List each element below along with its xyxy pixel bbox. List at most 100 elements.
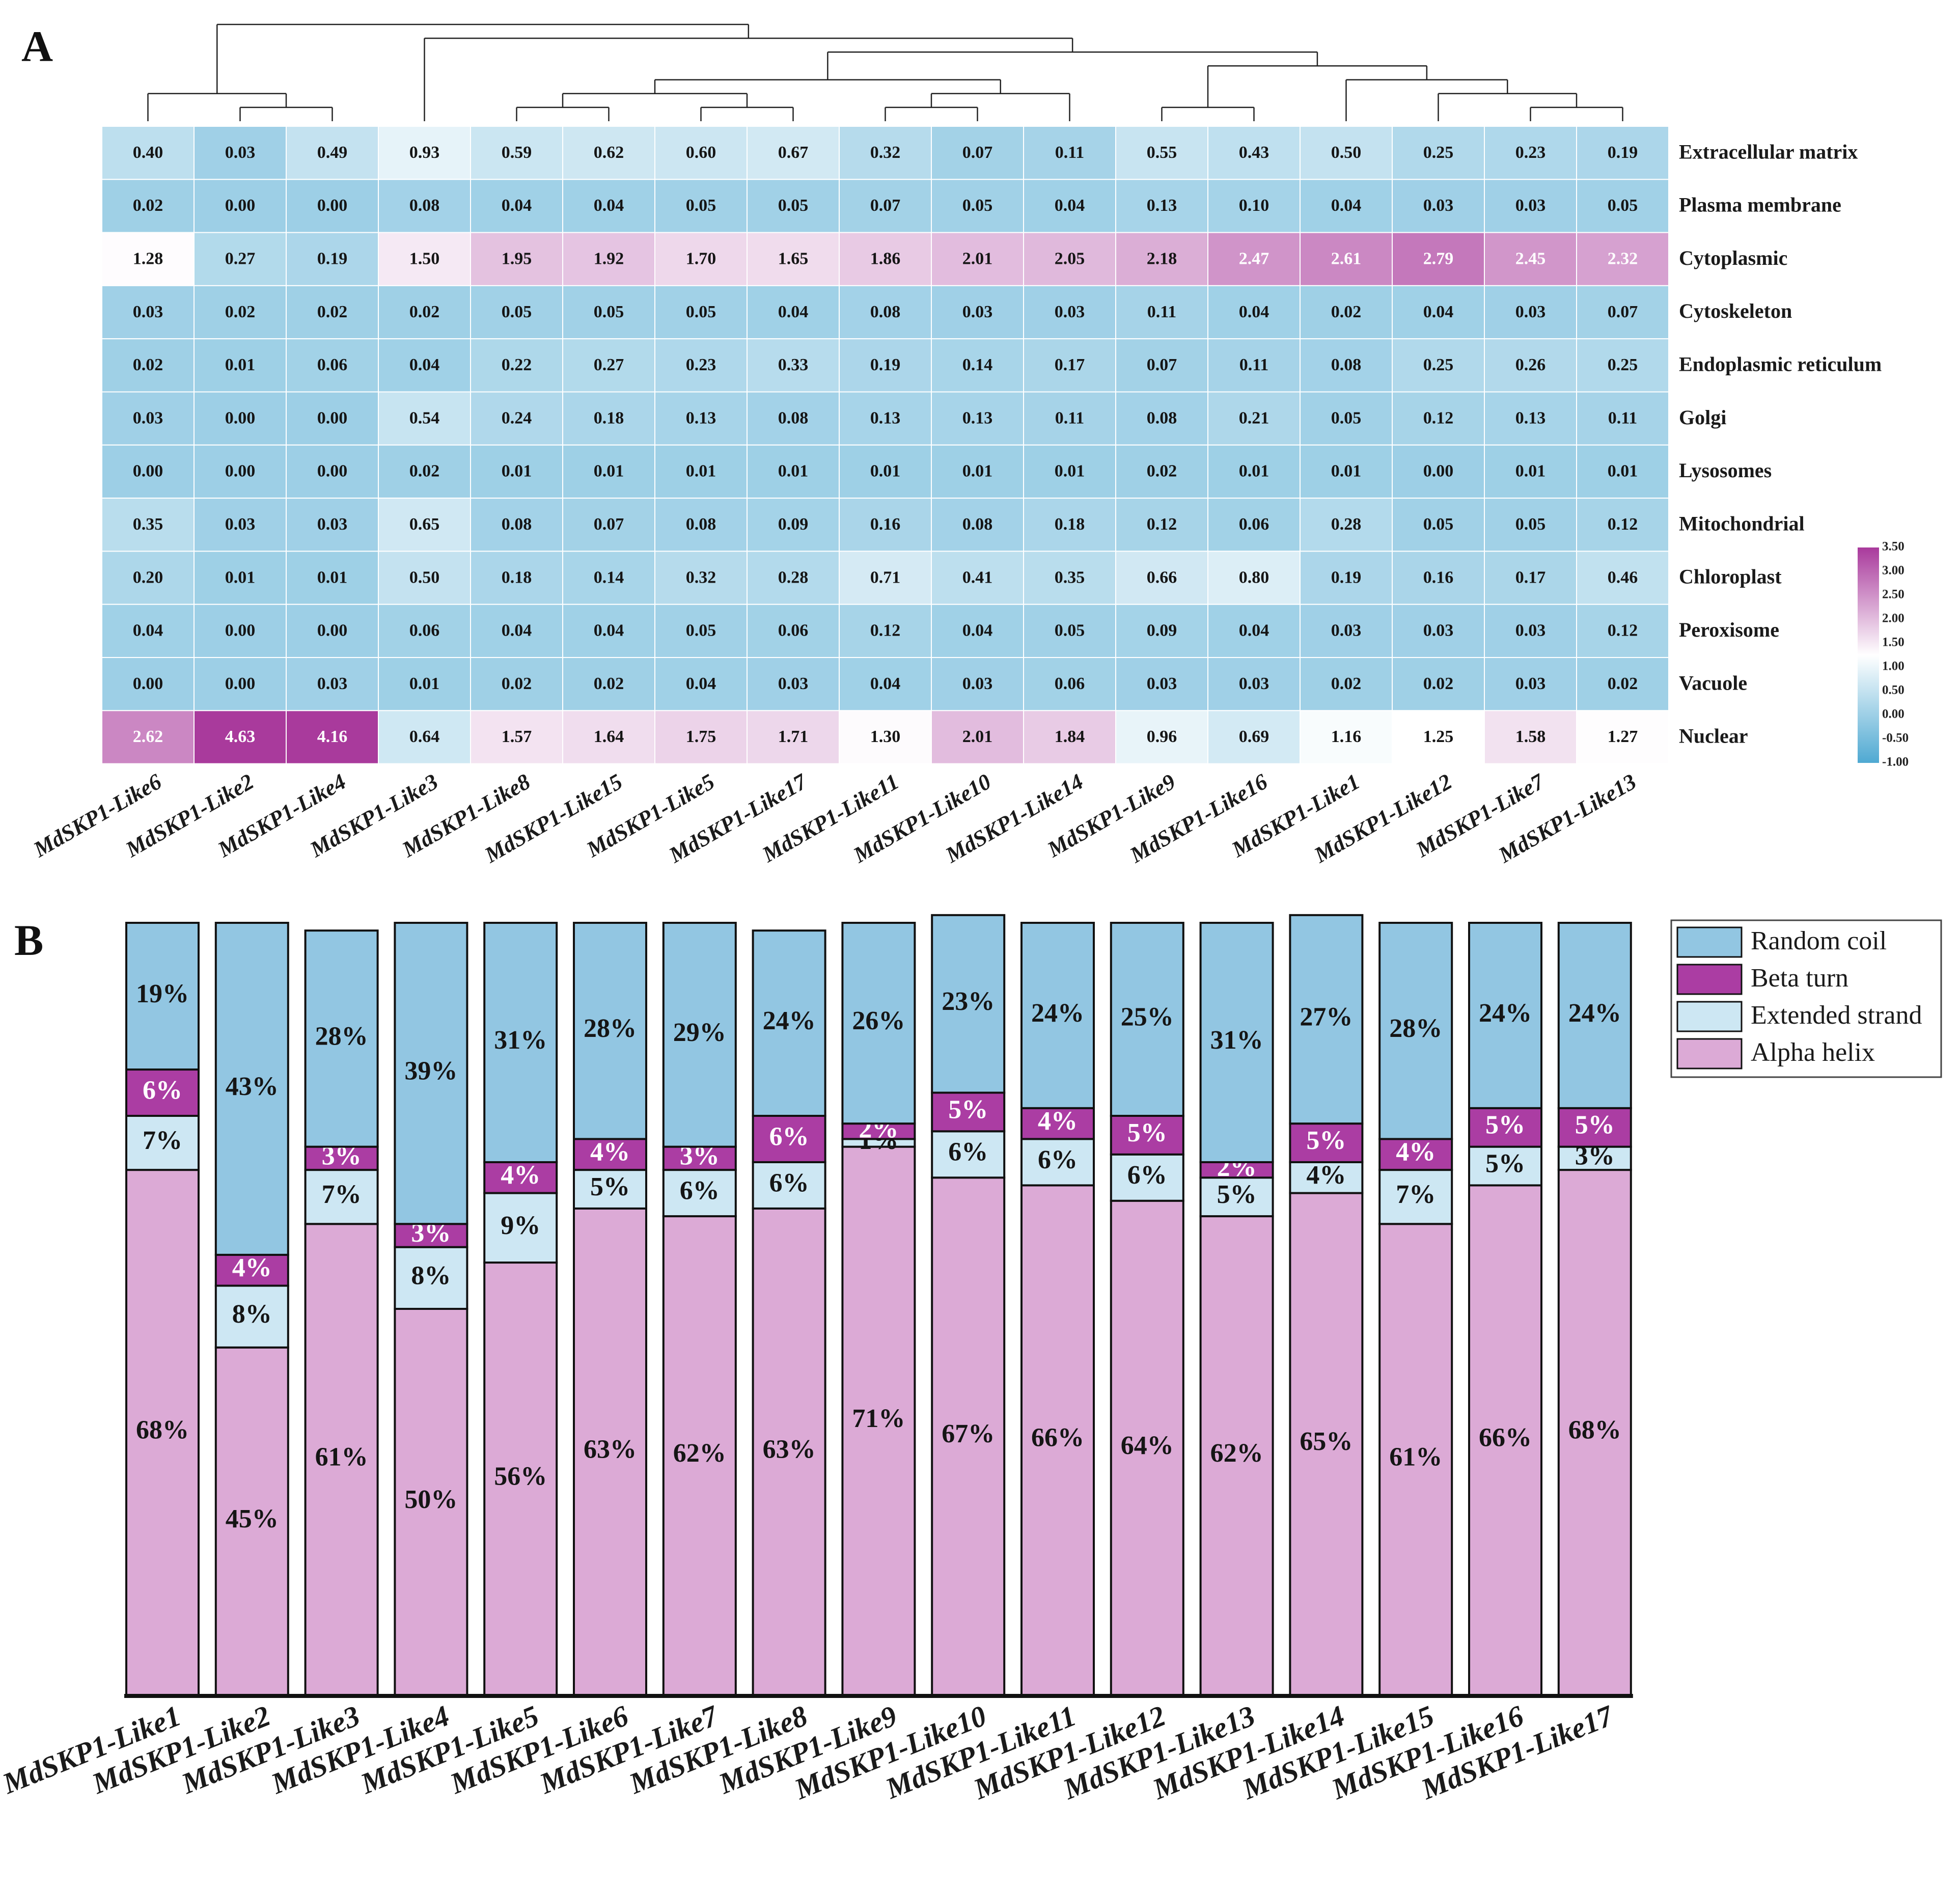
heatmap-cell-value: 0.01 [225, 355, 256, 374]
heatmap-cell-value: 0.35 [1055, 568, 1085, 587]
heatmap-cell-value: 0.33 [778, 355, 809, 374]
legend-swatch [1676, 1038, 1743, 1070]
heatmap-cell-value: 0.60 [686, 143, 716, 162]
heatmap-cell-value: 0.02 [317, 303, 348, 321]
heatmap-cell [101, 391, 195, 446]
heatmap-row-label: Endoplasmic reticulum [1679, 353, 1882, 376]
heatmap-cell-value: 0.05 [1515, 515, 1546, 534]
heatmap-cell [378, 179, 471, 233]
heatmap-row-label: Golgi [1679, 406, 1726, 429]
bar-segment-label: 61% [315, 1443, 368, 1472]
heatmap-cell [839, 285, 932, 340]
heatmap-cell [1576, 179, 1669, 233]
heatmap-cell-value: 0.11 [1147, 303, 1177, 321]
heatmap-cell [1576, 551, 1669, 605]
bar-segment-label: 61% [1389, 1443, 1442, 1472]
bar-segment-label: 43% [226, 1072, 279, 1101]
bar-segment-random-coil [214, 922, 289, 1256]
color-scale-tick: 0.50 [1882, 683, 1904, 697]
bar-segment-label: 6% [680, 1176, 720, 1205]
heatmap-cell [562, 551, 655, 605]
heatmap-cell-value: 0.27 [594, 355, 624, 374]
heatmap-cell-value: 0.03 [133, 408, 163, 427]
heatmap-cell-value: 0.64 [409, 727, 440, 746]
legend-swatch [1676, 1001, 1743, 1032]
panel-a-label: A [21, 22, 53, 71]
heatmap-cell-value: 0.03 [1331, 621, 1362, 640]
heatmap-cell [1115, 444, 1208, 499]
heatmap-cell [101, 498, 195, 552]
heatmap-cell-value: 0.04 [1331, 196, 1362, 215]
heatmap-cell [1484, 232, 1577, 286]
heatmap-cell [1392, 657, 1485, 711]
heatmap-cell [1576, 285, 1669, 340]
bar-segment-label: 28% [315, 1022, 368, 1051]
heatmap-cell-value: 0.49 [317, 143, 348, 162]
heatmap-cell-value: 0.17 [1515, 568, 1546, 587]
heatmap-cell-value: 0.09 [1147, 621, 1177, 640]
heatmap-cell-value: 0.00 [1423, 462, 1454, 481]
heatmap-cell [1300, 391, 1393, 446]
heatmap-cell-value: 0.07 [870, 196, 901, 215]
heatmap-cell-value: 2.01 [962, 250, 993, 268]
heatmap-cell [1576, 232, 1669, 286]
bar-segment-beta-turn [1110, 1115, 1184, 1156]
bar-segment-label: 29% [673, 1018, 726, 1047]
heatmap-cell-value: 0.93 [409, 143, 440, 162]
heatmap-cell [101, 285, 195, 340]
bar-segment-label: 6% [1038, 1145, 1078, 1174]
heatmap-cell-value: 0.01 [225, 568, 256, 587]
bar-segment-label: 5% [948, 1095, 988, 1124]
heatmap-cell-value: 0.13 [870, 408, 901, 427]
bar-segment-extended-strand [931, 1130, 1006, 1179]
bar-segment-alpha-helix [483, 1262, 558, 1696]
heatmap-cell-value: 0.02 [1423, 674, 1454, 693]
heatmap-cell [194, 126, 287, 180]
heatmap-cell-value: 0.01 [317, 568, 348, 587]
bar-segment-random-coil [931, 914, 1006, 1094]
heatmap-cell-value: 0.00 [225, 196, 256, 215]
bar-segment-label: 67% [942, 1419, 995, 1448]
color-scale-tick: 1.50 [1882, 636, 1904, 649]
heatmap-cell [562, 604, 655, 658]
heatmap-cell-value: 0.04 [409, 355, 440, 374]
heatmap-row-label: Cytoskeleton [1679, 299, 1792, 322]
bar-segment-label: 45% [226, 1504, 279, 1533]
heatmap-cell-value: 0.03 [1239, 674, 1269, 693]
heatmap-cell [194, 498, 287, 552]
bar-segment-alpha-helix [214, 1346, 289, 1696]
heatmap-cell [470, 444, 563, 499]
bar-segment-label: 19% [136, 979, 189, 1008]
heatmap-cell-value: 0.03 [133, 303, 163, 321]
heatmap-cell-value: 0.00 [225, 674, 256, 693]
heatmap-cell [286, 285, 379, 340]
heatmap-cell-value: 0.05 [502, 303, 532, 321]
heatmap-cell [286, 498, 379, 552]
heatmap-cell-value: 0.01 [962, 462, 993, 481]
heatmap-cell-value: 0.08 [1147, 408, 1177, 427]
heatmap-cell-value: 0.41 [962, 568, 993, 587]
bar-segment-label: 7% [143, 1126, 182, 1155]
heatmap-cell-value: 0.03 [1055, 303, 1085, 321]
bar-segment-label: 6% [769, 1122, 809, 1151]
heatmap-cell-value: 0.69 [1239, 727, 1269, 746]
bar-segment-label: 66% [1479, 1423, 1532, 1452]
heatmap-cell-value: 1.65 [778, 250, 809, 268]
heatmap-cell [931, 551, 1024, 605]
heatmap-cell-value: 1.28 [133, 250, 163, 268]
heatmap-cell-value: 0.03 [317, 515, 348, 534]
heatmap-cell [839, 710, 932, 764]
heatmap-cell-value: 0.08 [409, 196, 440, 215]
heatmap-cell [101, 710, 195, 764]
heatmap-cell [378, 232, 471, 286]
bar-segment-alpha-helix [1378, 1223, 1453, 1696]
heatmap-cell-value: 0.04 [686, 674, 716, 693]
heatmap-cell-value: 0.01 [1331, 462, 1362, 481]
bar-segment-extended-strand [662, 1169, 737, 1218]
heatmap-cell [1576, 338, 1669, 393]
bar-segment-beta-turn [1378, 1138, 1453, 1171]
heatmap-row-label: Nuclear [1679, 725, 1748, 748]
heatmap-cell [1115, 285, 1208, 340]
bar-segment-beta-turn [752, 1115, 826, 1163]
heatmap-cell [378, 338, 471, 393]
